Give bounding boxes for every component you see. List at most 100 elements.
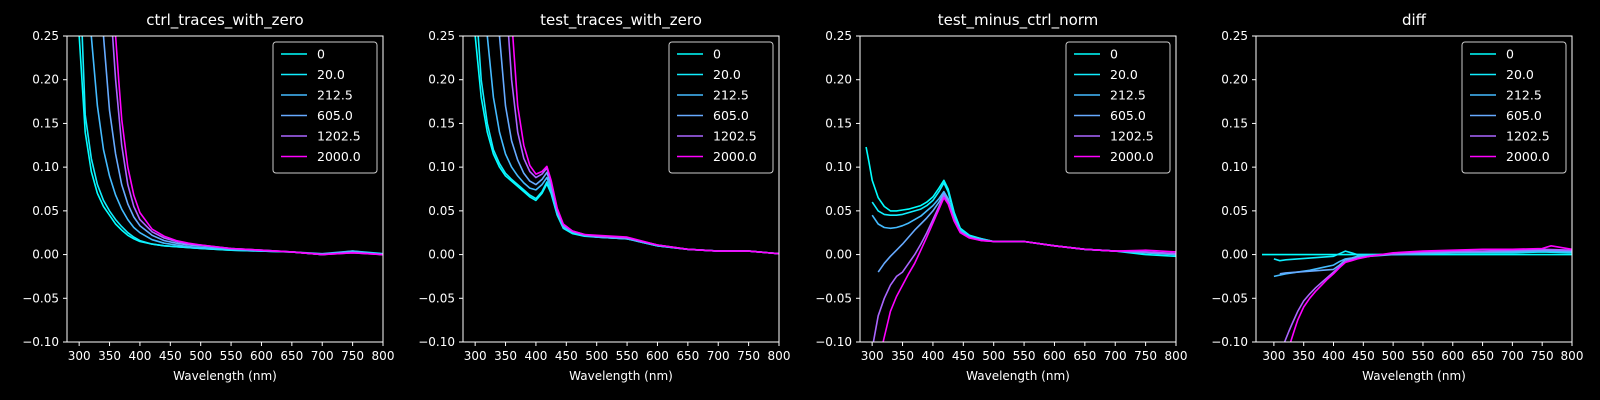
x-tick-label: 650 [280, 349, 303, 363]
panel-diff: diff Wavelength (nm) 300 350 400 450 500 550 6… [1211, 11, 1583, 383]
x-tick-label: 550 [1411, 349, 1434, 363]
x-tick-label: 600 [250, 349, 273, 363]
legend: 0 20.0 212.5 605.0 1202.5 2000.0 [1461, 41, 1567, 174]
x-tick-label: 650 [1073, 349, 1096, 363]
x-tick-label: 450 [952, 349, 975, 363]
y-tick-label: 0.00 [1221, 248, 1248, 262]
legend-label: 212.5 [713, 88, 749, 103]
x-tick-label: 350 [98, 349, 121, 363]
x-tick-label: 500 [982, 349, 1005, 363]
y-tick-label: 0.00 [428, 248, 455, 262]
y-tick-label: 0.20 [428, 73, 455, 87]
y-tick-label: 0.15 [1221, 116, 1248, 130]
x-tick-label: 700 [311, 349, 334, 363]
legend-label: 2000.0 [317, 149, 361, 164]
y-tick-label: 0.20 [1221, 73, 1248, 87]
axes-frame [462, 35, 780, 343]
y-tick-label: 0.05 [825, 204, 852, 218]
x-tick-label: 700 [1501, 349, 1524, 363]
x-axis-label: Wavelength (nm) [1362, 369, 1466, 383]
x-tick-label: 450 [159, 349, 182, 363]
y-tick-label: −0.05 [1211, 291, 1248, 305]
y-tick-label: 0.25 [1221, 29, 1248, 43]
x-tick-label: 750 [341, 349, 364, 363]
y-tick-label: −0.05 [22, 291, 59, 305]
y-tick-label: −0.05 [418, 291, 455, 305]
axes-frame [859, 35, 1177, 343]
legend-label: 0 [713, 47, 721, 62]
legend-label: 212.5 [1110, 88, 1146, 103]
legend: 0 20.0 212.5 605.0 1202.5 2000.0 [668, 41, 774, 174]
legend-label: 212.5 [1506, 88, 1542, 103]
x-tick-label: 800 [372, 349, 395, 363]
legend-label: 20.0 [1110, 67, 1138, 82]
legend-label: 0 [1506, 47, 1514, 62]
x-tick-label: 400 [921, 349, 944, 363]
y-tick-label: 0.25 [825, 29, 852, 43]
legend-label: 1202.5 [713, 129, 757, 144]
plot-area [474, 36, 779, 255]
series-line-2 [871, 190, 1176, 256]
x-tick-label: 600 [1441, 349, 1464, 363]
legend-label: 605.0 [317, 108, 353, 123]
y-tick-label: 0.20 [32, 73, 59, 87]
y-tick-label: 0.10 [32, 160, 59, 174]
x-tick-label: 500 [585, 349, 608, 363]
y-tick-label: −0.10 [22, 335, 59, 349]
y-tick-label: −0.10 [815, 335, 852, 349]
series-line-5 [1289, 245, 1572, 342]
legend-label: 605.0 [1110, 108, 1146, 123]
x-tick-label: 650 [676, 349, 699, 363]
x-tick-label: 750 [1531, 349, 1554, 363]
x-tick-label: 600 [1043, 349, 1066, 363]
series-line-5 [512, 36, 779, 255]
y-tick-label: −0.10 [418, 335, 455, 349]
x-tick-label: 450 [555, 349, 578, 363]
x-tick-label: 500 [1382, 349, 1405, 363]
x-tick-label: 550 [1013, 349, 1036, 363]
y-tick-label: 0.05 [428, 204, 455, 218]
x-tick-label: 650 [1471, 349, 1494, 363]
x-tick-label: 750 [737, 349, 760, 363]
x-tick-label: 300 [464, 349, 487, 363]
legend-label: 0 [317, 47, 325, 62]
x-axis-label: Wavelength (nm) [966, 369, 1070, 383]
x-tick-label: 400 [1322, 349, 1345, 363]
x-tick-label: 400 [128, 349, 151, 363]
x-tick-label: 550 [220, 349, 243, 363]
x-axis-label: Wavelength (nm) [173, 369, 277, 383]
x-tick-label: 400 [524, 349, 547, 363]
x-tick-label: 350 [494, 349, 517, 363]
legend: 0 20.0 212.5 605.0 1202.5 2000.0 [272, 41, 378, 174]
legend-label: 212.5 [317, 88, 353, 103]
y-tick-label: 0.15 [32, 116, 59, 130]
y-tick-label: 0.25 [428, 29, 455, 43]
panel-ctrl-traces-with-zero: ctrl_traces_with_zero Wavelength (nm) 30… [22, 11, 394, 383]
chart-title: diff [1402, 11, 1427, 29]
x-tick-label: 300 [861, 349, 884, 363]
legend-label: 1202.5 [1110, 129, 1154, 144]
y-tick-label: 0.05 [32, 204, 59, 218]
y-tick-label: 0.10 [1221, 160, 1248, 174]
x-tick-label: 700 [1104, 349, 1127, 363]
legend-label: 2000.0 [1506, 149, 1550, 164]
x-tick-label: 800 [1165, 349, 1188, 363]
panel-test-traces-with-zero: test_traces_with_zero Wavelength (nm) 30… [418, 11, 790, 383]
x-tick-label: 700 [707, 349, 730, 363]
x-tick-label: 800 [768, 349, 791, 363]
chart-title: test_minus_ctrl_norm [938, 11, 1099, 30]
x-tick-label: 300 [1262, 349, 1285, 363]
x-tick-label: 550 [616, 349, 639, 363]
legend-label: 1202.5 [317, 129, 361, 144]
y-tick-label: 0.15 [825, 116, 852, 130]
axes-frame [66, 35, 384, 343]
chart-title: ctrl_traces_with_zero [146, 11, 303, 30]
y-tick-label: 0.05 [1221, 204, 1248, 218]
series-line-4 [1283, 248, 1572, 342]
legend-label: 20.0 [317, 67, 345, 82]
legend-label: 2000.0 [1110, 149, 1154, 164]
legend-label: 1202.5 [1506, 129, 1550, 144]
legend: 0 20.0 212.5 605.0 1202.5 2000.0 [1065, 41, 1171, 174]
y-tick-label: 0.20 [825, 73, 852, 87]
x-tick-label: 500 [189, 349, 212, 363]
